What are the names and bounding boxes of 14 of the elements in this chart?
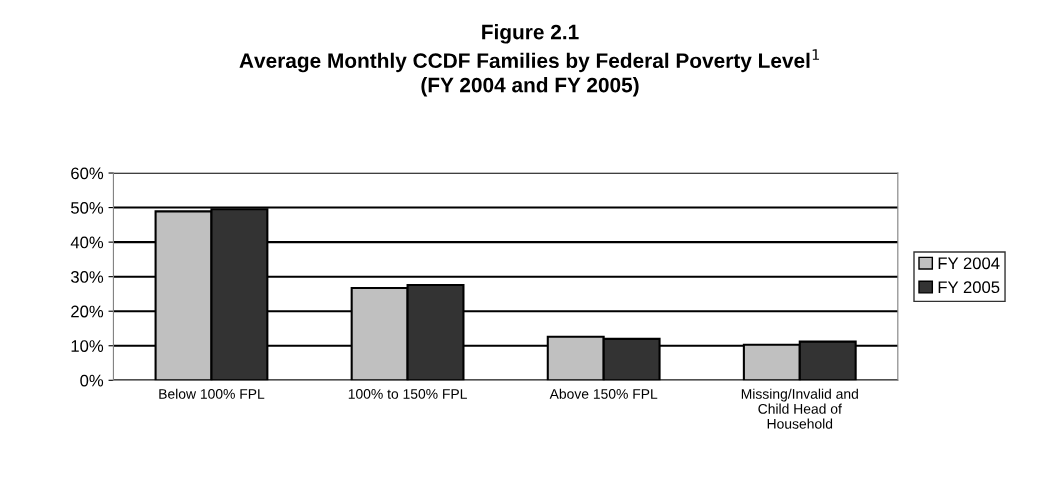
chart-title: Figure 2.1 Average Monthly CCDF Families by Federal Poverty Level$^{1}$ (FY 2004 and FY 2005) bbox=[239, 24, 820, 97]
y-tick-label: 30% bbox=[70, 271, 104, 283]
legend-label: FY 2004 bbox=[938, 257, 1000, 270]
y-tick-label: 10% bbox=[71, 340, 104, 352]
y-tick-label: 50% bbox=[71, 201, 104, 214]
y-tick-label: 0% bbox=[80, 374, 104, 387]
y-tick-label: 20% bbox=[71, 305, 104, 318]
x-tick-label: Missing/Invalid and Child Head of Household bbox=[741, 388, 858, 429]
legend-label: FY 2005 bbox=[938, 281, 1000, 294]
x-tick-label: 100% to 150% FPL bbox=[348, 389, 467, 399]
x-tick-label: Below 100% FPL bbox=[159, 388, 265, 399]
x-tick-label: Above 150% FPL bbox=[549, 388, 658, 399]
y-tick-label: 60% bbox=[71, 167, 104, 180]
y-tick-label: 40% bbox=[70, 236, 104, 249]
